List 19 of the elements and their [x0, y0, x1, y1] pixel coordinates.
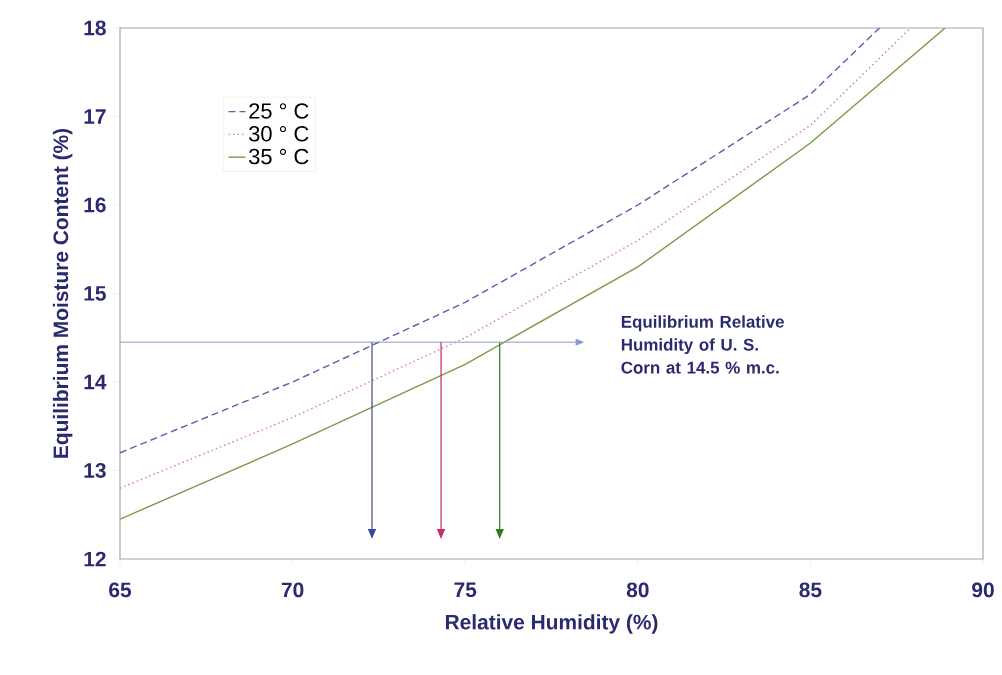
y-tick-label: 18 [84, 20, 106, 36]
y-tick-label: 15 [84, 286, 106, 301]
annotation: Equilibrium Relative Humidity of U. S. Corn at 14.5 % m.c. [621, 315, 784, 374]
x-tick-label: 85 [799, 582, 822, 598]
legend-label: 30 ° C [248, 125, 309, 142]
legend-label: 35 ° C [248, 148, 309, 165]
x-tick-label: 90 [972, 582, 994, 598]
y-tick-label: 12 [84, 551, 106, 567]
y-tick-label: 17 [84, 109, 106, 124]
y-axis-title: Equilibrium Moisture Content (%) [52, 128, 73, 458]
x-tick-label: 70 [281, 582, 304, 598]
y-tick-label: 16 [84, 197, 106, 213]
x-axis-title: Relative Humidity (%) [445, 614, 658, 634]
legend-label: 25 ° C [249, 103, 309, 119]
x-tick-label: 75 [454, 582, 477, 598]
x-tick-label: 65 [109, 582, 132, 598]
y-tick-label: 14 [84, 374, 107, 390]
y-tick-label: 13 [84, 463, 106, 478]
x-tick-label: 80 [626, 582, 649, 598]
